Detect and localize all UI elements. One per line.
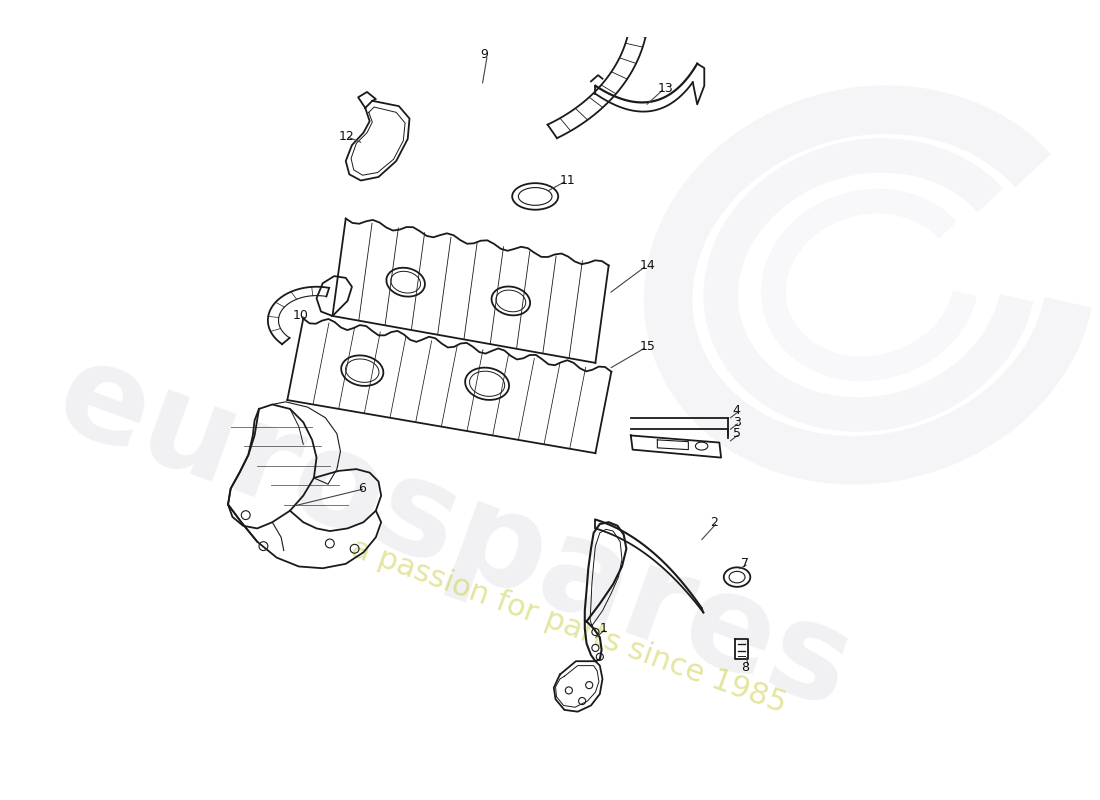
Text: a passion for parts since 1985: a passion for parts since 1985 [348,534,791,718]
Text: 1: 1 [600,622,607,635]
Text: 9: 9 [481,48,488,62]
Text: 2: 2 [711,516,718,529]
Text: 13: 13 [658,82,673,95]
Text: 11: 11 [560,174,575,187]
Text: 7: 7 [741,558,749,570]
Text: 3: 3 [733,416,740,429]
Text: 4: 4 [733,404,740,417]
Text: 10: 10 [293,310,308,322]
Text: 6: 6 [359,482,366,495]
Text: eurospares: eurospares [40,330,868,735]
Text: 12: 12 [339,130,354,142]
Text: 5: 5 [733,427,740,440]
Text: 8: 8 [741,661,749,674]
Text: 15: 15 [640,341,656,354]
Text: 14: 14 [640,259,656,272]
